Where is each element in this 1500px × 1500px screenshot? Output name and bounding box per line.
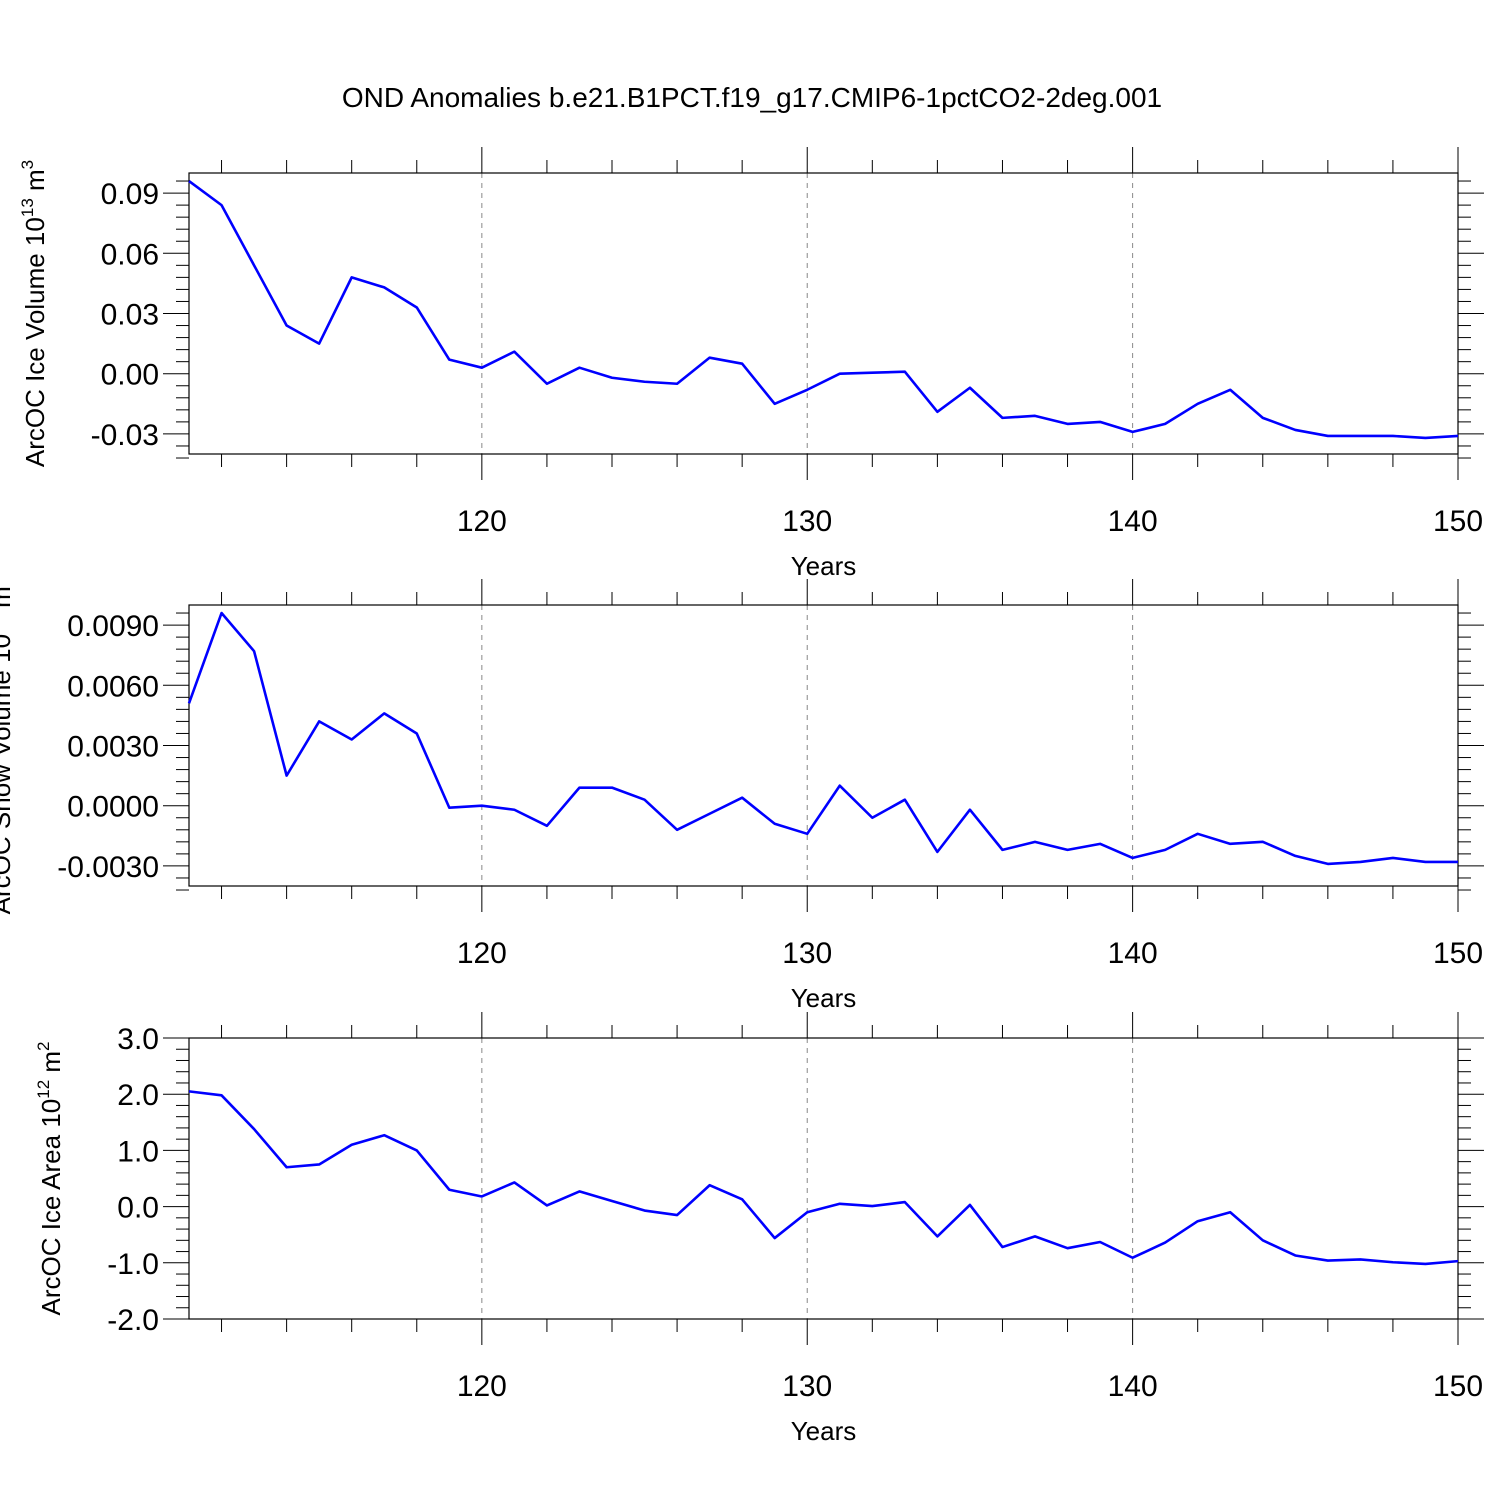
- x-tick-label: 150: [1433, 937, 1483, 970]
- x-tick-label: 140: [1108, 505, 1158, 538]
- panel-3: -2.0 -1.0 0.0 1.0 2.0 3.0 120 130 140 150 Years Arc…: [34, 1012, 1484, 1446]
- y-axis-label: ArcOC Ice Area 1012 m2: [34, 1041, 66, 1315]
- y-tick-label: -2.0: [107, 1304, 159, 1337]
- series-line: [187, 611, 1458, 866]
- x-tick-label: 130: [782, 1370, 832, 1403]
- x-tick-label: 150: [1433, 505, 1483, 538]
- y-tick-label: 1.0: [117, 1135, 159, 1168]
- y-tick-label: 0.09: [101, 178, 159, 211]
- plot-frame: [188, 1037, 1459, 1320]
- x-axis-label: Years: [791, 551, 857, 581]
- series-line: [188, 1090, 1459, 1266]
- x-tick-label: 140: [1108, 1370, 1158, 1403]
- y-tick-label: 0.0090: [67, 610, 159, 643]
- x-tick-label: 130: [782, 505, 832, 538]
- panel-2: -0.0030 0.0000 0.0030 0.0060 0.0090 120 130 140…: [0, 577, 1484, 1013]
- y-tick-label: 0.0000: [67, 791, 159, 824]
- x-tick-label: 150: [1433, 1370, 1483, 1403]
- y-tick-label: 0.06: [101, 238, 159, 271]
- x-tick-label: 120: [457, 937, 507, 970]
- plot-frame: [188, 172, 1459, 455]
- y-tick-label: 0.0060: [67, 670, 159, 703]
- x-axis-label: Years: [791, 1416, 857, 1446]
- y-tick-label: 3.0: [117, 1023, 159, 1056]
- y-axis-label: ArcOC Snow Volume 1013 m3: [0, 577, 16, 915]
- x-tick-label: 130: [782, 937, 832, 970]
- y-tick-label: -0.0030: [57, 851, 159, 884]
- y-tick-label: 2.0: [117, 1079, 159, 1112]
- y-tick-label: 0.0030: [67, 731, 159, 764]
- panel-1: -0.03 0.00 0.03 0.06 0.09 120 130 140 150 Years Ar…: [18, 147, 1484, 581]
- x-tick-label: 140: [1108, 937, 1158, 970]
- series-line: [188, 179, 1459, 440]
- y-tick-label: 0.03: [101, 299, 159, 332]
- x-axis-label: Years: [791, 983, 857, 1013]
- x-tick-label: 120: [457, 505, 507, 538]
- y-tick-label: -1.0: [107, 1248, 159, 1281]
- y-axis-label: ArcOC Ice Volume 1013 m3: [18, 160, 50, 467]
- y-tick-label: -0.03: [91, 419, 159, 452]
- y-tick-label: 0.00: [101, 359, 159, 392]
- x-tick-label: 120: [457, 1370, 507, 1403]
- y-tick-label: 0.0: [117, 1192, 159, 1225]
- chart-title: OND Anomalies b.e21.B1PCT.f19_g17.CMIP6-…: [342, 82, 1162, 113]
